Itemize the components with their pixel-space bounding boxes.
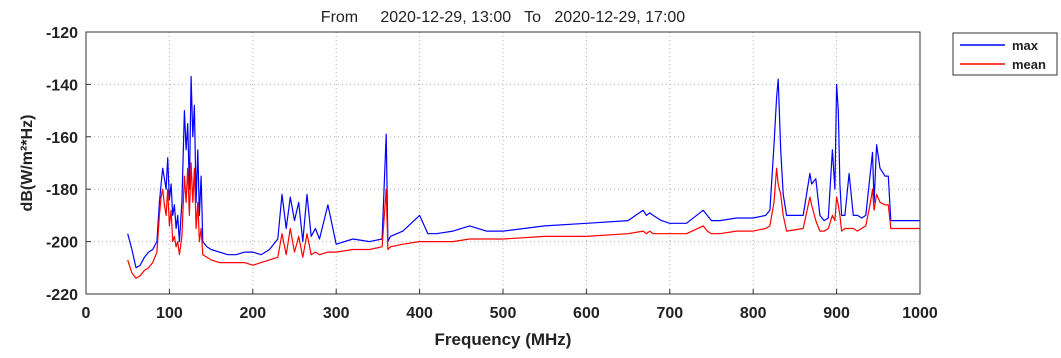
series-layer [127, 75, 920, 279]
x-tick-label: 1000 [902, 305, 938, 322]
x-tick-label: 700 [656, 305, 683, 322]
series-line-mean [127, 162, 920, 279]
series-line-max [127, 75, 920, 269]
y-tick-label: -160 [46, 130, 78, 147]
x-tick-label: 300 [323, 305, 350, 322]
x-axis-label: Frequency (MHz) [435, 330, 572, 349]
legend-mean-label: mean [1012, 57, 1046, 72]
y-axis-ticks: -120 -140 -160 -180 -200 -220 [46, 25, 91, 304]
x-axis-ticks: 0 100 200 300 400 500 600 700 800 900 1000 [82, 289, 938, 322]
y-tick-label: -200 [46, 235, 78, 252]
y-axis-label: dB(W/m²*Hz) [19, 115, 36, 212]
legend-max-label: max [1012, 38, 1039, 53]
chart-title: From 2020-12-29, 13:00 To 2020-12-29, 17… [321, 9, 685, 26]
x-tick-label: 600 [573, 305, 600, 322]
y-tick-label: -120 [46, 25, 78, 42]
x-tick-label: 400 [406, 305, 433, 322]
x-tick-label: 0 [82, 305, 91, 322]
x-tick-label: 900 [823, 305, 850, 322]
x-tick-label: 100 [156, 305, 183, 322]
x-tick-label: 800 [740, 305, 767, 322]
y-tick-label: -140 [46, 77, 78, 94]
y-tick-label: -180 [46, 182, 78, 199]
y-tick-label: -220 [46, 287, 78, 304]
legend: max mean [952, 32, 1058, 76]
plot-area [86, 32, 920, 294]
legend-box [952, 32, 1058, 76]
grid-lines [86, 32, 920, 294]
x-tick-label: 500 [490, 305, 517, 322]
x-tick-label: 200 [239, 305, 266, 322]
